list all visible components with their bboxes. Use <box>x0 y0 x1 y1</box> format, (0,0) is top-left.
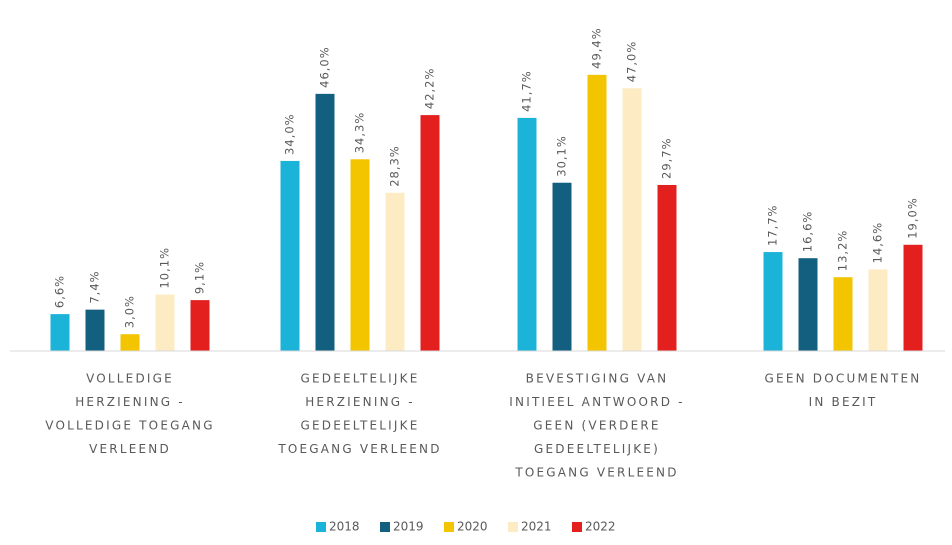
bar <box>657 184 677 351</box>
bar <box>622 88 642 352</box>
bar <box>385 192 405 351</box>
value-label: 9,1% <box>193 261 207 294</box>
value-label: 49,4% <box>590 27 604 69</box>
x-tick-label: HERZIENING - <box>75 395 185 409</box>
x-tick-label: HERZIENING - <box>305 395 415 409</box>
legend-swatch <box>316 522 326 532</box>
value-label: 7,4% <box>88 270 102 303</box>
legend-label: 2018 <box>329 520 360 534</box>
x-tick-label: BEVESTIGING VAN <box>526 372 669 386</box>
legend-swatch <box>380 522 390 532</box>
bar <box>350 159 370 351</box>
x-tick-label: VERLEEND <box>89 442 171 456</box>
legend-swatch <box>572 522 582 532</box>
bar <box>517 117 537 351</box>
x-tick-label: GEEN DOCUMENTEN <box>765 372 922 386</box>
value-label: 28,3% <box>388 145 402 187</box>
value-label: 13,2% <box>836 230 850 272</box>
x-tick-label: GEEN (VERDERE <box>533 419 660 433</box>
bar <box>833 277 853 351</box>
bar <box>315 93 335 352</box>
bar <box>868 269 888 351</box>
bar <box>280 160 300 351</box>
bar <box>552 182 572 351</box>
value-label: 46,0% <box>318 46 332 88</box>
bar <box>120 334 140 351</box>
x-tick-label: GEDEELTELIJKE <box>300 419 419 433</box>
x-tick-label: TOEGANG VERLEEND <box>514 466 678 480</box>
value-label: 3,0% <box>123 295 137 328</box>
value-label: 16,6% <box>801 211 815 253</box>
value-label: 34,0% <box>283 113 297 155</box>
value-label: 6,6% <box>53 275 67 308</box>
legend-label: 2019 <box>393 520 424 534</box>
x-tick-label: GEDEELTELIJKE <box>300 372 419 386</box>
value-label: 19,0% <box>906 197 920 239</box>
bar <box>587 74 607 351</box>
bar <box>903 244 923 351</box>
x-tick-label: IN BEZIT <box>809 395 878 409</box>
value-label: 17,7% <box>766 205 780 247</box>
bar <box>85 309 105 351</box>
x-tick-label: INITIEEL ANTWOORD - <box>509 395 684 409</box>
bar <box>420 115 440 352</box>
value-label: 34,3% <box>353 112 367 154</box>
value-label: 29,7% <box>660 137 674 179</box>
bar <box>190 300 210 351</box>
legend-label: 2021 <box>521 520 552 534</box>
value-label: 47,0% <box>625 41 639 83</box>
bar <box>763 252 783 351</box>
bar <box>50 314 70 351</box>
legend-swatch <box>444 522 454 532</box>
x-tick-label: VOLLEDIGE TOEGANG <box>45 419 214 433</box>
value-label: 41,7% <box>520 70 534 112</box>
value-label: 14,6% <box>871 222 885 264</box>
x-tick-label: TOEGANG VERLEEND <box>277 442 441 456</box>
bar <box>155 294 175 351</box>
value-label: 42,2% <box>423 68 437 110</box>
legend-swatch <box>508 522 518 532</box>
x-tick-label: VOLLEDIGE <box>86 372 174 386</box>
x-tick-label: GEDEELTELIJKE) <box>534 442 660 456</box>
value-label: 10,1% <box>158 247 172 289</box>
legend-label: 2020 <box>457 520 488 534</box>
bar <box>798 258 818 351</box>
value-label: 30,1% <box>555 135 569 177</box>
legend-label: 2022 <box>585 520 616 534</box>
